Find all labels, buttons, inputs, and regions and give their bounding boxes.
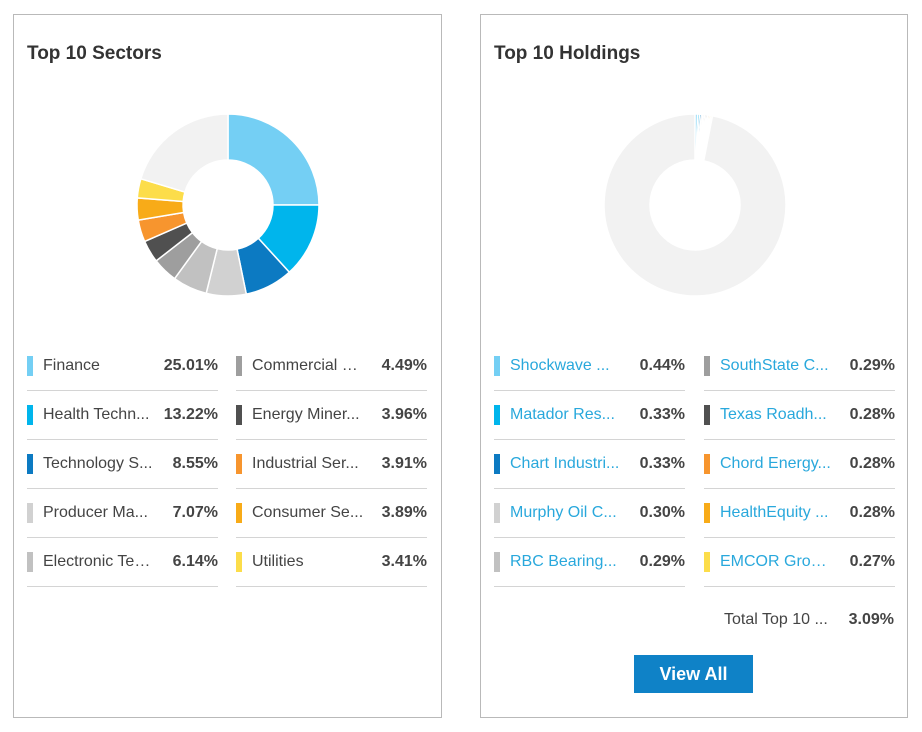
legend-value: 7.07% xyxy=(172,504,218,521)
legend-value: 0.28% xyxy=(849,504,895,521)
sectors-panel: Top 10 Sectors Finance 25.01% Health Techn… xyxy=(13,14,442,718)
legend-value: 4.49% xyxy=(381,357,427,374)
holding-link[interactable]: SouthState C... xyxy=(720,357,829,374)
legend-swatch xyxy=(704,552,710,572)
legend-swatch xyxy=(236,503,242,523)
legend-value: 0.29% xyxy=(849,357,895,374)
legend-swatch xyxy=(704,503,710,523)
legend-value: 8.55% xyxy=(172,455,218,472)
holding-link[interactable]: Chord Energy... xyxy=(720,455,831,472)
sectors-legend-row: Electronic Tec... 6.14% xyxy=(27,538,218,587)
sectors-donut-chart xyxy=(136,113,320,297)
total-top10-value: 3.09% xyxy=(848,611,894,628)
legend-value: 0.33% xyxy=(639,455,685,472)
holding-link[interactable]: RBC Bearing... xyxy=(510,553,617,570)
legend-value: 0.28% xyxy=(849,455,895,472)
holdings-legend-row[interactable]: Texas Roadh... 0.28% xyxy=(704,391,895,440)
legend-swatch xyxy=(704,405,710,425)
legend-value: 0.27% xyxy=(849,553,895,570)
legend-swatch xyxy=(704,356,710,376)
holding-link[interactable]: Murphy Oil C... xyxy=(510,504,617,521)
holdings-legend-right: SouthState C... 0.29% Texas Roadh... 0.28% C… xyxy=(704,342,895,587)
sectors-legend-row: Utilities 3.41% xyxy=(236,538,427,587)
holdings-legend-row[interactable]: Chart Industri... 0.33% xyxy=(494,440,685,489)
legend-swatch xyxy=(236,405,242,425)
holdings-legend-row[interactable]: EMCOR Grou... 0.27% xyxy=(704,538,895,587)
holdings-legend-left: Shockwave ... 0.44% Matador Res... 0.33% Cha… xyxy=(494,342,685,587)
legend-label: Utilities xyxy=(252,553,304,570)
legend-swatch xyxy=(27,503,33,523)
holdings-donut-chart xyxy=(603,113,787,297)
holding-remainder-slice xyxy=(603,113,787,297)
holdings-legend-row[interactable]: RBC Bearing... 0.29% xyxy=(494,538,685,587)
legend-swatch xyxy=(494,454,500,474)
holdings-legend-row[interactable]: Matador Res... 0.33% xyxy=(494,391,685,440)
legend-label: Electronic Tec... xyxy=(43,553,155,570)
legend-swatch xyxy=(27,356,33,376)
sectors-title: Top 10 Sectors xyxy=(27,43,162,64)
legend-value: 25.01% xyxy=(163,357,218,374)
holdings-title: Top 10 Holdings xyxy=(494,43,641,64)
legend-swatch xyxy=(494,503,500,523)
legend-swatch xyxy=(236,454,242,474)
sectors-legend-row: Technology S... 8.55% xyxy=(27,440,218,489)
legend-value: 0.30% xyxy=(639,504,685,521)
sectors-legend-row: Commercial S... 4.49% xyxy=(236,342,427,391)
legend-label: Industrial Ser... xyxy=(252,455,359,472)
legend-value: 3.89% xyxy=(381,504,427,521)
legend-label: Consumer Se... xyxy=(252,504,364,521)
legend-value: 0.29% xyxy=(639,553,685,570)
sector-remainder-slice xyxy=(139,113,229,193)
sectors-legend-row: Finance 25.01% xyxy=(27,342,218,391)
legend-value: 0.33% xyxy=(639,406,685,423)
holdings-legend-row[interactable]: Murphy Oil C... 0.30% xyxy=(494,489,685,538)
total-top10-row: Total Top 10 ... 3.09% xyxy=(694,611,894,633)
legend-value: 0.28% xyxy=(849,406,895,423)
legend-swatch xyxy=(494,552,500,572)
legend-label: Producer Ma... xyxy=(43,504,148,521)
legend-value: 13.22% xyxy=(163,406,218,423)
legend-value: 0.44% xyxy=(639,357,685,374)
legend-value: 3.96% xyxy=(381,406,427,423)
legend-label: Commercial S... xyxy=(252,357,364,374)
holding-link[interactable]: HealthEquity ... xyxy=(720,504,829,521)
legend-value: 3.91% xyxy=(381,455,427,472)
legend-label: Health Techn... xyxy=(43,406,150,423)
total-top10-label: Total Top 10 ... xyxy=(724,611,828,628)
holding-link[interactable]: Matador Res... xyxy=(510,406,615,423)
holdings-panel: Top 10 Holdings Shockwave ... 0.44% Matado… xyxy=(480,14,908,718)
legend-swatch xyxy=(27,405,33,425)
sectors-legend-row: Industrial Ser... 3.91% xyxy=(236,440,427,489)
legend-label: Finance xyxy=(43,357,100,374)
sector-slice[interactable] xyxy=(227,113,320,206)
holdings-legend-row[interactable]: HealthEquity ... 0.28% xyxy=(704,489,895,538)
legend-value: 6.14% xyxy=(172,553,218,570)
sectors-legend-left: Finance 25.01% Health Techn... 13.22% Techno… xyxy=(27,342,218,587)
sectors-legend-row: Energy Miner... 3.96% xyxy=(236,391,427,440)
sectors-legend-right: Commercial S... 4.49% Energy Miner... 3.96%… xyxy=(236,342,427,587)
legend-swatch xyxy=(704,454,710,474)
holding-link[interactable]: Chart Industri... xyxy=(510,455,620,472)
legend-swatch xyxy=(236,552,242,572)
holding-link[interactable]: Shockwave ... xyxy=(510,357,610,374)
holding-link[interactable]: Texas Roadh... xyxy=(720,406,827,423)
holdings-legend-row[interactable]: Shockwave ... 0.44% xyxy=(494,342,685,391)
legend-label: Energy Miner... xyxy=(252,406,360,423)
sectors-legend-row: Producer Ma... 7.07% xyxy=(27,489,218,538)
legend-swatch xyxy=(494,405,500,425)
view-all-button[interactable]: View All xyxy=(634,655,753,693)
holdings-legend-row[interactable]: SouthState C... 0.29% xyxy=(704,342,895,391)
legend-swatch xyxy=(236,356,242,376)
sectors-legend-row: Consumer Se... 3.89% xyxy=(236,489,427,538)
legend-label: Technology S... xyxy=(43,455,153,472)
holdings-legend-row[interactable]: Chord Energy... 0.28% xyxy=(704,440,895,489)
holding-link[interactable]: EMCOR Grou... xyxy=(720,553,832,570)
sectors-legend-row: Health Techn... 13.22% xyxy=(27,391,218,440)
legend-swatch xyxy=(494,356,500,376)
legend-value: 3.41% xyxy=(381,553,427,570)
legend-swatch xyxy=(27,552,33,572)
legend-swatch xyxy=(27,454,33,474)
